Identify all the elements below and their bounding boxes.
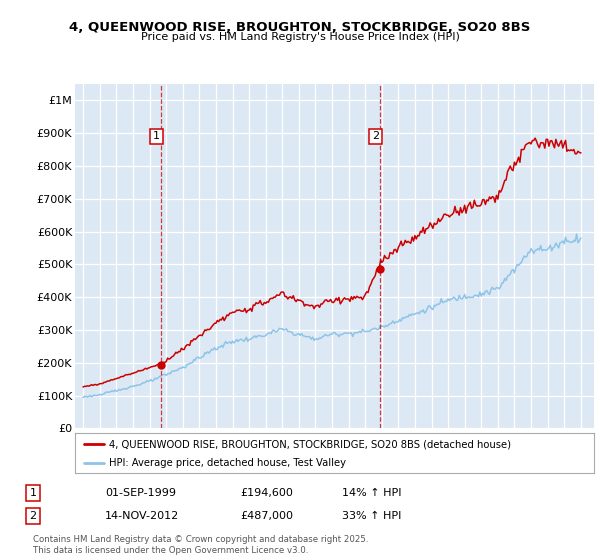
- Text: 2: 2: [372, 132, 379, 142]
- Text: £194,600: £194,600: [240, 488, 293, 498]
- Text: 1: 1: [153, 132, 160, 142]
- Text: 33% ↑ HPI: 33% ↑ HPI: [342, 511, 401, 521]
- Text: 1: 1: [29, 488, 37, 498]
- Text: £487,000: £487,000: [240, 511, 293, 521]
- Text: 4, QUEENWOOD RISE, BROUGHTON, STOCKBRIDGE, SO20 8BS (detached house): 4, QUEENWOOD RISE, BROUGHTON, STOCKBRIDG…: [109, 439, 511, 449]
- Text: 01-SEP-1999: 01-SEP-1999: [105, 488, 176, 498]
- Text: 14-NOV-2012: 14-NOV-2012: [105, 511, 179, 521]
- Text: Price paid vs. HM Land Registry's House Price Index (HPI): Price paid vs. HM Land Registry's House …: [140, 32, 460, 42]
- Text: 14% ↑ HPI: 14% ↑ HPI: [342, 488, 401, 498]
- Text: HPI: Average price, detached house, Test Valley: HPI: Average price, detached house, Test…: [109, 458, 346, 468]
- Text: 4, QUEENWOOD RISE, BROUGHTON, STOCKBRIDGE, SO20 8BS: 4, QUEENWOOD RISE, BROUGHTON, STOCKBRIDG…: [70, 21, 530, 34]
- Text: Contains HM Land Registry data © Crown copyright and database right 2025.
This d: Contains HM Land Registry data © Crown c…: [33, 535, 368, 554]
- Text: 2: 2: [29, 511, 37, 521]
